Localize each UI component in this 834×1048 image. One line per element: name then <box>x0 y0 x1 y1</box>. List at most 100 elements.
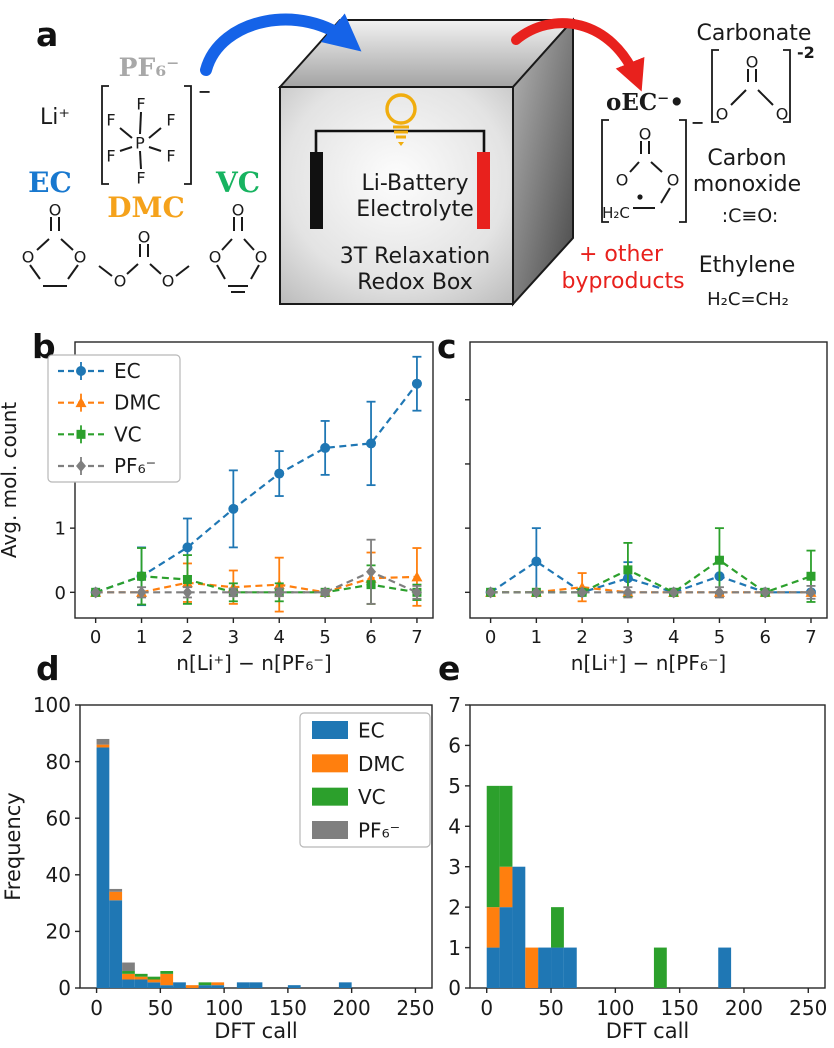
x-tick-label: 100 <box>205 996 243 1020</box>
x-tick-label: 250 <box>396 996 434 1020</box>
histogram-bar-segment <box>147 979 161 983</box>
y-tick-label: 2 <box>448 895 461 919</box>
histogram-bar-segment <box>134 976 148 980</box>
histogram-bar-segment <box>486 785 500 908</box>
data-point-diamond <box>228 586 239 599</box>
data-point-circle <box>366 438 377 449</box>
carbonate-structure: O O O -2 <box>711 43 815 124</box>
x-tick-label: 7 <box>805 627 816 648</box>
x-tick-label: 0 <box>90 996 103 1020</box>
ethylene-formula: H₂C=CH₂ <box>707 289 789 310</box>
data-point-square <box>623 565 633 575</box>
x-tick-label: 7 <box>411 627 422 648</box>
y-tick-label: 100 <box>33 693 71 717</box>
legend-label: VC <box>358 785 386 809</box>
atom-label: O <box>162 272 175 291</box>
bulb-glass <box>385 93 417 125</box>
data-point-diamond <box>714 586 725 599</box>
y-tick-label: 80 <box>46 750 71 774</box>
panel-letter-d: d <box>36 649 60 688</box>
bond <box>119 127 133 139</box>
x-tick-label: 2 <box>182 627 193 648</box>
bracket-right <box>679 119 687 223</box>
legend-label: DMC <box>358 752 405 776</box>
legend-box <box>47 354 181 483</box>
histogram-bar-segment <box>160 973 174 986</box>
charge-label: − <box>198 82 211 101</box>
x-tick-label: 6 <box>759 627 770 648</box>
chart-avg-mol-count-exploit: 012345670123n[Li⁺] − n[PF₆⁻]Avg. mol. co… <box>0 341 434 675</box>
bond <box>126 263 139 275</box>
carbon-monoxide-label: Carbon <box>707 146 786 171</box>
bond <box>139 150 142 170</box>
data-point-circle <box>182 542 193 553</box>
histogram-bar-segment <box>134 973 148 977</box>
legend-swatch <box>312 821 348 839</box>
x-tick-label: 6 <box>365 627 376 648</box>
reactants-arrow <box>200 13 362 76</box>
histogram-bar-segment <box>147 976 161 980</box>
legend-swatch <box>312 721 348 739</box>
histogram-bar-segment <box>198 982 212 986</box>
radical-dot <box>637 194 643 200</box>
bracket-left <box>601 119 609 223</box>
legend-box <box>299 712 431 848</box>
carbon-monoxide-label: monoxide <box>693 172 801 197</box>
histogram-bar-segment <box>185 985 199 988</box>
data-point-circle <box>228 503 239 514</box>
atom-label: O <box>746 53 759 72</box>
legend-swatch <box>312 787 348 806</box>
byproducts-label: byproducts <box>561 269 684 294</box>
atom-label: O <box>49 201 62 220</box>
x-axis-label: n[Li⁺] − n[PF₆⁻] <box>571 651 726 675</box>
x-tick-label: 5 <box>319 627 330 648</box>
histogram-bar-segment <box>147 982 161 988</box>
legend-label: VC <box>114 422 142 446</box>
histogram-bar-segment <box>499 785 513 867</box>
series-line <box>95 575 417 594</box>
atom-label: O <box>776 105 789 124</box>
data-point-diamond <box>182 586 193 599</box>
y-tick-label: 1 <box>448 936 461 960</box>
atom-label: O <box>209 248 222 267</box>
data-point-circle <box>320 442 331 453</box>
x-tick-label: 1 <box>531 627 542 648</box>
bond <box>148 146 162 152</box>
histogram-bar-segment <box>653 947 667 988</box>
histogram-bar-segment <box>563 947 577 988</box>
histogram-bar-segment <box>499 907 513 988</box>
li-label: Li⁺ <box>40 105 70 130</box>
atom-label: H₂C <box>602 204 630 222</box>
bond <box>149 263 162 275</box>
data-point-diamond <box>366 565 377 578</box>
dmc-structure: O O O <box>98 228 190 291</box>
data-point-square <box>76 429 86 439</box>
bond <box>67 264 79 280</box>
panel-letter-b: b <box>32 327 56 366</box>
histogram-bar-segment <box>211 985 225 988</box>
data-point-diamond <box>274 586 285 599</box>
y-tick-label: 3 <box>448 855 461 879</box>
y-tick-label: 0 <box>55 583 66 604</box>
vc-label: VC <box>215 166 260 199</box>
bond <box>139 111 142 135</box>
bond <box>98 265 113 277</box>
histogram-bar-segment <box>538 947 552 988</box>
panel-letter-a: a <box>36 15 59 54</box>
bond <box>660 187 671 204</box>
histogram-bar-segment <box>122 973 135 980</box>
atom-label: F <box>106 147 115 166</box>
y-axis-label: Frequency <box>1 792 25 901</box>
series-line <box>95 383 418 594</box>
y-tick-label: 7 <box>448 693 461 717</box>
histogram-bar-segment <box>512 866 526 988</box>
chart-dft-call-frequency-right: 0 50 100 150 200 250 0 1 2 3 4 5 6 7 DFT call <box>448 693 827 1043</box>
data-point-triangle <box>411 571 423 582</box>
histogram-bar-segment <box>718 947 732 988</box>
atom-label: O <box>22 248 35 267</box>
histogram-bar-segment <box>109 891 123 901</box>
x-tick-label: 0 <box>480 996 493 1020</box>
box-label-line: Electrolyte <box>356 197 474 222</box>
bond <box>29 264 41 280</box>
electrode-red <box>477 152 490 229</box>
